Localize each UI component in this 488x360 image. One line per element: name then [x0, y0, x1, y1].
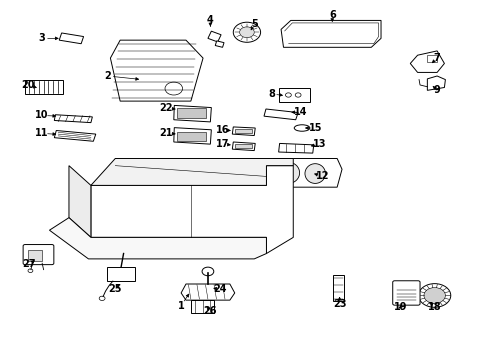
Polygon shape	[278, 143, 313, 153]
Circle shape	[295, 93, 301, 97]
Text: 5: 5	[250, 19, 257, 29]
Polygon shape	[54, 115, 92, 123]
Text: 1: 1	[177, 301, 184, 311]
Polygon shape	[207, 31, 221, 42]
Polygon shape	[54, 131, 96, 141]
FancyBboxPatch shape	[177, 132, 206, 141]
Polygon shape	[215, 41, 224, 47]
Polygon shape	[427, 76, 445, 90]
Circle shape	[239, 27, 254, 38]
Polygon shape	[49, 218, 266, 259]
Text: 4: 4	[206, 15, 213, 26]
Text: 17: 17	[215, 139, 229, 149]
FancyBboxPatch shape	[392, 281, 419, 305]
Text: 9: 9	[433, 85, 440, 95]
Circle shape	[164, 82, 182, 95]
Circle shape	[99, 296, 105, 301]
FancyBboxPatch shape	[234, 144, 251, 148]
Polygon shape	[268, 158, 341, 187]
Text: 24: 24	[213, 284, 226, 294]
Text: 21: 21	[160, 129, 173, 138]
Ellipse shape	[305, 164, 325, 183]
Polygon shape	[173, 128, 211, 144]
Polygon shape	[69, 166, 91, 237]
Polygon shape	[409, 51, 444, 72]
Text: 15: 15	[308, 123, 321, 133]
Circle shape	[285, 93, 291, 97]
Polygon shape	[181, 284, 234, 300]
Text: 3: 3	[39, 33, 45, 43]
FancyBboxPatch shape	[234, 129, 251, 134]
Polygon shape	[173, 105, 211, 122]
Text: 14: 14	[293, 107, 306, 117]
Text: 11: 11	[35, 129, 49, 138]
Text: 2: 2	[104, 71, 111, 81]
Text: 8: 8	[267, 89, 274, 99]
Text: 12: 12	[315, 171, 328, 181]
FancyBboxPatch shape	[28, 250, 41, 261]
FancyBboxPatch shape	[23, 244, 54, 265]
Polygon shape	[91, 158, 293, 185]
Text: 25: 25	[108, 284, 122, 294]
Polygon shape	[427, 55, 436, 62]
Polygon shape	[232, 127, 255, 135]
Text: 20: 20	[20, 80, 34, 90]
Polygon shape	[110, 40, 203, 101]
Circle shape	[202, 267, 213, 276]
Text: 7: 7	[433, 53, 440, 63]
Text: 23: 23	[332, 299, 346, 309]
Ellipse shape	[294, 125, 309, 131]
FancyBboxPatch shape	[190, 300, 214, 314]
Circle shape	[418, 284, 450, 307]
Text: 13: 13	[313, 139, 326, 149]
FancyBboxPatch shape	[332, 275, 343, 301]
Polygon shape	[281, 21, 380, 47]
FancyBboxPatch shape	[25, 80, 63, 94]
Text: 18: 18	[427, 302, 441, 312]
Circle shape	[233, 22, 260, 42]
Text: 27: 27	[22, 259, 36, 269]
Circle shape	[423, 288, 445, 303]
FancyBboxPatch shape	[107, 267, 135, 281]
FancyBboxPatch shape	[278, 88, 310, 102]
Polygon shape	[232, 142, 255, 150]
FancyBboxPatch shape	[177, 108, 206, 118]
Ellipse shape	[276, 162, 299, 184]
Text: 22: 22	[160, 103, 173, 113]
Text: 26: 26	[203, 306, 217, 316]
Circle shape	[28, 269, 33, 273]
Polygon shape	[264, 109, 298, 120]
Polygon shape	[59, 33, 83, 44]
Text: 16: 16	[215, 125, 229, 135]
Text: 10: 10	[35, 111, 49, 121]
Polygon shape	[91, 166, 293, 253]
Circle shape	[119, 249, 128, 256]
Text: 19: 19	[393, 302, 407, 312]
Text: 6: 6	[328, 10, 335, 20]
